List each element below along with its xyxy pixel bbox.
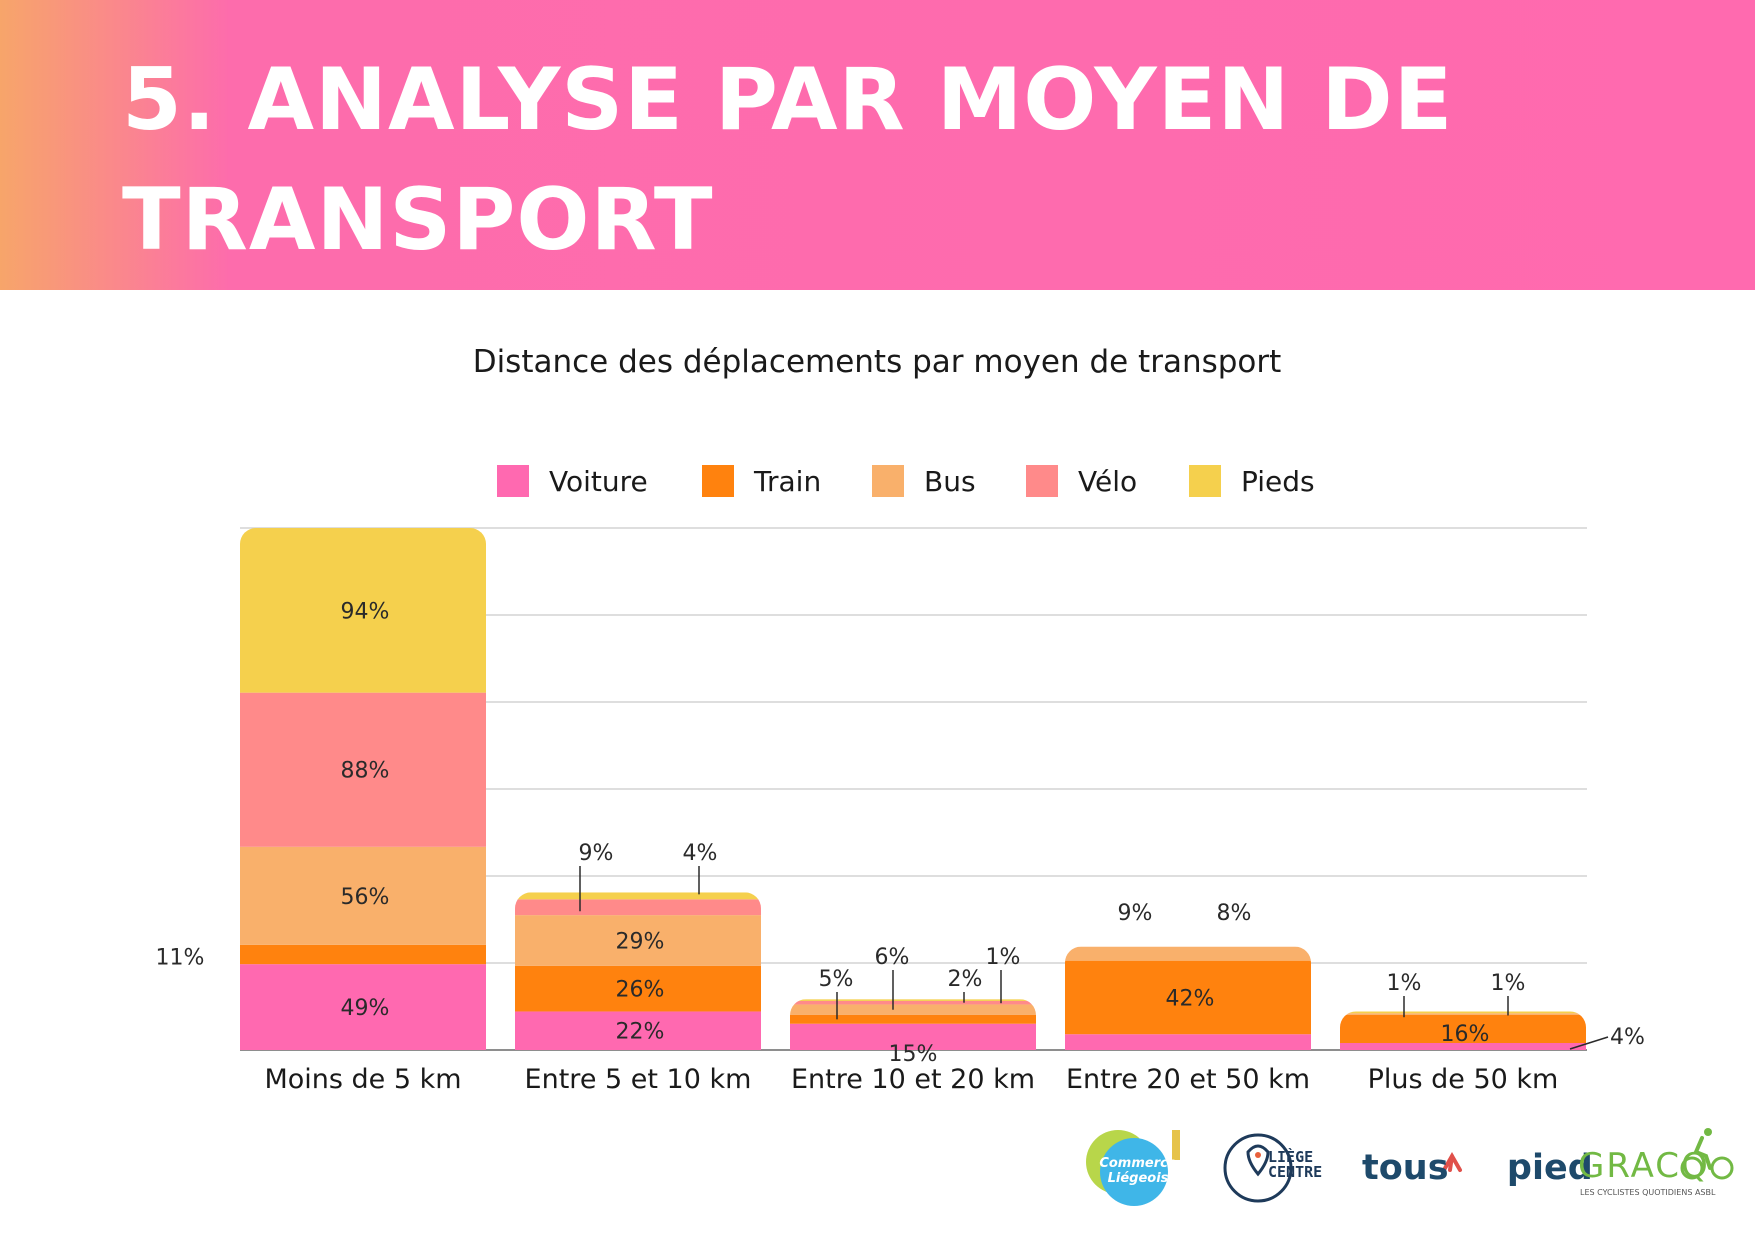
- gracq-logo-text: GRACQ: [1578, 1146, 1710, 1186]
- liege-centre-logo: [1223, 1133, 1293, 1203]
- chart-bars: [240, 528, 1586, 1050]
- bar-moins-de-5-km-pieds: [240, 528, 486, 693]
- bar-entre-10-et-20-km-voiture: [790, 1023, 1036, 1050]
- commerce-logo-line-2: Liégeois: [1108, 1171, 1169, 1186]
- bar-entre-5-et-10-km-train: [515, 965, 761, 1012]
- data-label-entre-5-et-10-km-pieds: 4%: [683, 841, 718, 866]
- liege-logo-line-2: CENTRE: [1268, 1163, 1323, 1181]
- data-label-moins-de-5-km-velo: 88%: [341, 759, 390, 784]
- bar-entre-5-et-10-km-velo: [515, 899, 761, 916]
- data-label-moins-de-5-km-pieds: 94%: [341, 599, 390, 624]
- header-banner: 5. ANALYSE PAR MOYEN DE TRANSPORT: [0, 0, 1755, 290]
- commerce-logo-line-1: Commerce: [1099, 1156, 1176, 1171]
- data-label-entre-5-et-10-km-train: 26%: [616, 978, 665, 1003]
- bar-entre-5-et-10-km-pieds: [515, 892, 761, 900]
- bar-stack-moins-de-5-km: [240, 528, 486, 1050]
- bar-entre-10-et-20-km-train: [790, 1014, 1036, 1024]
- bar-stack-entre-20-et-50-km: [1065, 946, 1311, 1050]
- data-label-plus-de-50-km-pieds: 1%: [1491, 971, 1526, 996]
- pied-logo-word: pied: [1506, 1148, 1593, 1188]
- data-label-entre-20-et-50-km-bus: 8%: [1217, 901, 1252, 926]
- data-label-entre-10-et-20-km-bus: 6%: [875, 945, 910, 970]
- legend-label-bus: Bus: [924, 465, 976, 498]
- liege-logo-line-1: LIÈGE: [1268, 1148, 1314, 1166]
- chart-data-labels: 49%56%88%94%11%22%26%29%9% 4%15%5%6%2%1%4…: [156, 599, 1645, 1067]
- x-label-entre-10-et-20-km: Entre 10 et 20 km: [791, 1064, 1035, 1095]
- bar-entre-20-et-50-km-train: [1065, 960, 1311, 1035]
- bar-entre-20-et-50-km-bus: [1065, 946, 1311, 961]
- logo-shapes: Commerce Liégeois: [1086, 1128, 1734, 1206]
- data-label-entre-10-et-20-km-train: 5%: [819, 967, 854, 992]
- data-label-moins-de-5-km-train: 11%: [156, 946, 205, 971]
- x-label-entre-5-et-10-km: Entre 5 et 10 km: [525, 1064, 752, 1095]
- bar-moins-de-5-km-voiture: [240, 964, 486, 1050]
- legend-swatch-velo: [1026, 465, 1058, 497]
- bar-entre-10-et-20-km-bus: [790, 1004, 1036, 1015]
- legend-label-pieds: Pieds: [1241, 465, 1315, 498]
- data-label-moins-de-5-km-voiture: 49%: [341, 996, 390, 1021]
- page-title: 5. ANALYSE PAR MOYEN DE TRANSPORT: [122, 40, 1622, 280]
- data-label-entre-5-et-10-km-voiture: 22%: [616, 1020, 665, 1045]
- commerce-liegeois-logo: Commerce Liégeois: [1086, 1130, 1180, 1206]
- x-label-plus-de-50-km: Plus de 50 km: [1368, 1064, 1559, 1095]
- gracq-cyclist-icon: [1680, 1128, 1734, 1180]
- tous-a-pied-logo: tous pied: [1362, 1148, 1593, 1188]
- bar-stack-entre-10-et-20-km: [790, 999, 1036, 1050]
- liege-centre-text: LIÈGE CENTRE: [1268, 1150, 1322, 1180]
- bar-entre-10-et-20-km-velo: [790, 1000, 1036, 1005]
- data-label-entre-10-et-20-km-voiture: 15%: [889, 1042, 938, 1067]
- data-label-moins-de-5-km-bus: 56%: [341, 885, 390, 910]
- legend-swatch-train: [702, 465, 734, 497]
- bar-plus-de-50-km-voiture: [1340, 1042, 1586, 1050]
- bar-plus-de-50-km-bus: [1340, 1013, 1586, 1015]
- bar-stack-plus-de-50-km: [1340, 1011, 1586, 1050]
- page-title-line-1: 5. ANALYSE PAR MOYEN DE: [122, 50, 1454, 150]
- data-label-plus-de-50-km-voiture: 4%: [1610, 1025, 1645, 1050]
- bar-entre-10-et-20-km-pieds: [790, 999, 1036, 1001]
- data-label-entre-5-et-10-km-velo: 9%: [579, 841, 614, 866]
- legend-label-train: Train: [753, 465, 821, 498]
- page-title-line-2: TRANSPORT: [122, 170, 714, 270]
- legend-label-voiture: Voiture: [549, 465, 648, 498]
- chart-title: Distance des déplacements par moyen de t…: [473, 344, 1282, 380]
- bar-entre-20-et-50-km-voiture: [1065, 1034, 1311, 1050]
- bar-entre-5-et-10-km-bus: [515, 915, 761, 966]
- x-label-entre-20-et-50-km: Entre 20 et 50 km: [1066, 1064, 1310, 1095]
- chart-legend: Voiture Train Bus Vélo Pieds: [497, 465, 1315, 498]
- data-label-plus-de-50-km-train: 16%: [1441, 1022, 1490, 1047]
- partner-logos: Commerce Liégeois LIÈGE CENTRE tous pied…: [1080, 1122, 1740, 1212]
- tous-logo-word: tous: [1362, 1148, 1449, 1188]
- x-label-moins-de-5-km: Moins de 5 km: [264, 1064, 461, 1095]
- legend-swatch-bus: [872, 465, 904, 497]
- data-label-entre-20-et-50-km-train: 42%: [1166, 986, 1215, 1011]
- bar-plus-de-50-km-train: [1340, 1014, 1586, 1043]
- data-label-plus-de-50-km-bus: 1%: [1387, 971, 1422, 996]
- data-label-entre-10-et-20-km-velo: 2%: [948, 967, 983, 992]
- legend-label-velo: Vélo: [1078, 465, 1137, 498]
- bar-moins-de-5-km-train: [240, 944, 486, 965]
- gracq-logo-subtitle: LES CYCLISTES QUOTIDIENS ASBL: [1580, 1188, 1716, 1197]
- chart-x-axis-labels: Moins de 5 km Entre 5 et 10 km Entre 10 et…: [264, 1064, 1558, 1095]
- data-label-entre-20-et-50-km-voiture: 9%: [1118, 901, 1153, 926]
- legend-swatch-voiture: [497, 465, 529, 497]
- bar-plus-de-50-km-pieds: [1340, 1011, 1586, 1014]
- data-label-entre-5-et-10-km-bus: 29%: [616, 930, 665, 955]
- tous-a-pied-mark: [1442, 1151, 1462, 1172]
- data-label-entre-10-et-20-km-pieds: 1%: [986, 945, 1021, 970]
- bar-stack-entre-5-et-10-km: [515, 892, 761, 1050]
- bar-entre-5-et-10-km-voiture: [515, 1011, 761, 1050]
- leader-line: [1569, 1036, 1609, 1050]
- legend-swatch-pieds: [1189, 465, 1221, 497]
- bar-moins-de-5-km-bus: [240, 846, 486, 945]
- bar-moins-de-5-km-velo: [240, 692, 486, 847]
